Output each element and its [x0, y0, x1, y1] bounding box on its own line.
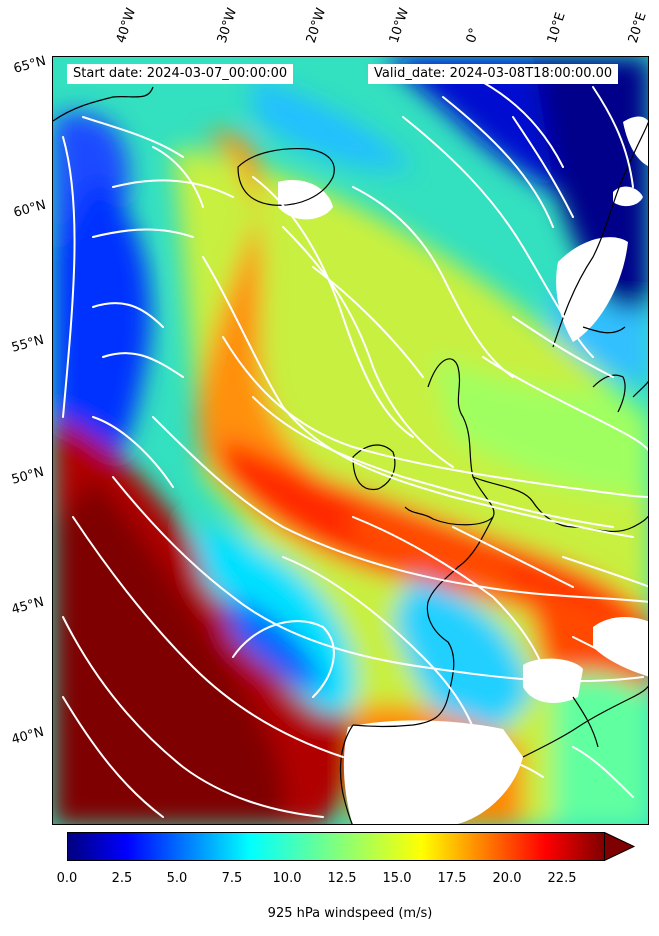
lat-label-40n: 40°N — [10, 724, 46, 748]
colorbar-gradient — [67, 832, 605, 861]
lon-label-20e: 20°E — [625, 10, 650, 46]
colorbar-tick: 5.0 — [166, 871, 188, 886]
lon-label-10e: 10°E — [544, 10, 569, 46]
windspeed-field — [53, 57, 648, 824]
colorbar-extend-arrow — [604, 832, 636, 862]
colorbar-tick: 2.5 — [111, 871, 133, 886]
lon-label-10w: 10°W — [386, 6, 413, 45]
windspeed-map — [53, 57, 648, 824]
start-date-label: Start date: 2024-03-07_00:00:00 — [67, 64, 294, 84]
missing-data-patches — [278, 116, 648, 824]
colorbar-tick: 10.0 — [272, 871, 302, 886]
lat-label-60n: 60°N — [12, 197, 48, 221]
lat-label-65n: 65°N — [12, 53, 48, 77]
colorbar-label: 925 hPa windspeed (m/s) — [267, 906, 433, 921]
colorbar-tick: 22.5 — [547, 871, 577, 886]
lat-label-45n: 45°N — [10, 594, 46, 618]
streamlines — [62, 76, 648, 818]
map-panel — [52, 56, 649, 825]
colorbar-tick: 7.5 — [221, 871, 243, 886]
lon-label-0: 0° — [463, 26, 483, 45]
lon-label-40w: 40°W — [113, 6, 140, 45]
colorbar-tick: 15.0 — [382, 871, 412, 886]
coastlines — [53, 86, 648, 824]
lat-label-55n: 55°N — [10, 332, 46, 356]
lon-label-30w: 30°W — [214, 6, 241, 45]
colorbar-tick: 12.5 — [327, 871, 357, 886]
valid-date-label: Valid_date: 2024-03-08T18:00:00.00 — [368, 64, 619, 84]
colorbar — [67, 832, 636, 862]
colorbar-tick: 0.0 — [56, 871, 78, 886]
colorbar-tick: 17.5 — [437, 871, 467, 886]
colorbar-tick: 20.0 — [492, 871, 522, 886]
lon-label-20w: 20°W — [303, 6, 330, 45]
lat-label-50n: 50°N — [10, 464, 46, 488]
